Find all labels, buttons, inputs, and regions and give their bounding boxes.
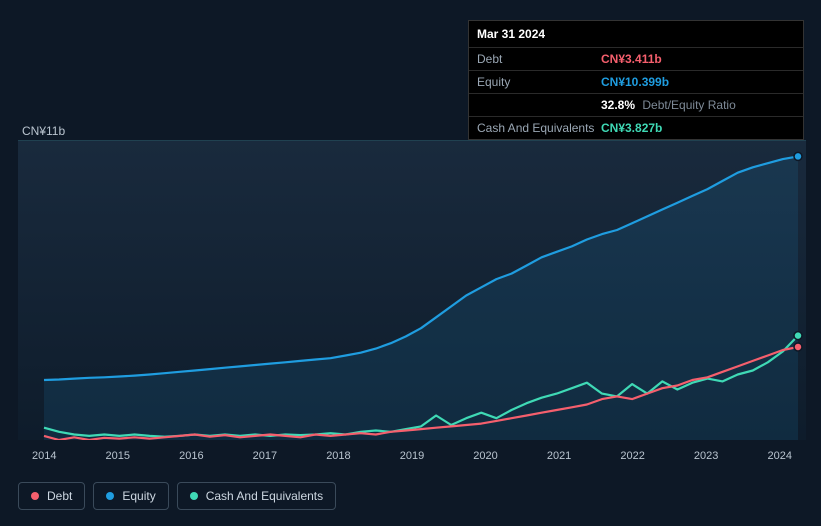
tooltip-value: 32.8% xyxy=(601,98,635,112)
x-tick: 2014 xyxy=(32,450,56,466)
tooltip-suffix: Debt/Equity Ratio xyxy=(642,98,735,112)
legend-dot-icon xyxy=(31,492,39,500)
tooltip-value: CN¥3.411b xyxy=(601,52,662,66)
legend-label: Debt xyxy=(47,489,72,503)
legend-label: Cash And Equivalents xyxy=(206,489,323,503)
tooltip-row-equity: Equity CN¥10.399b xyxy=(469,71,803,94)
x-tick: 2020 xyxy=(473,450,497,466)
tooltip-value: CN¥3.827b xyxy=(601,121,662,135)
y-axis-tick-top: CN¥11b xyxy=(22,124,65,138)
tooltip-value: CN¥10.399b xyxy=(601,75,669,89)
legend-item-equity[interactable]: Equity xyxy=(93,482,168,510)
tooltip-row-cash: Cash And Equivalents CN¥3.827b xyxy=(469,117,803,139)
tooltip-label: Debt xyxy=(477,52,601,66)
chart-plot[interactable] xyxy=(18,140,806,440)
chart-tooltip: Mar 31 2024 Debt CN¥3.411b Equity CN¥10.… xyxy=(468,20,804,140)
x-axis: 2014 2015 2016 2017 2018 2019 2020 2021 … xyxy=(18,450,806,466)
x-tick: 2017 xyxy=(253,450,277,466)
chart-legend: Debt Equity Cash And Equivalents xyxy=(18,482,336,510)
x-tick: 2018 xyxy=(326,450,350,466)
x-tick: 2023 xyxy=(694,450,718,466)
x-tick: 2016 xyxy=(179,450,203,466)
debt-end-marker xyxy=(794,343,802,351)
x-tick: 2024 xyxy=(767,450,791,466)
legend-label: Equity xyxy=(122,489,155,503)
x-tick: 2021 xyxy=(547,450,571,466)
legend-item-debt[interactable]: Debt xyxy=(18,482,85,510)
equity-end-marker xyxy=(794,152,802,160)
tooltip-label xyxy=(477,98,601,112)
legend-dot-icon xyxy=(190,492,198,500)
tooltip-label: Equity xyxy=(477,75,601,89)
tooltip-date: Mar 31 2024 xyxy=(469,21,803,48)
tooltip-row-debt: Debt CN¥3.411b xyxy=(469,48,803,71)
x-tick: 2015 xyxy=(106,450,130,466)
tooltip-row-ratio: 32.8% Debt/Equity Ratio xyxy=(469,94,803,117)
tooltip-label: Cash And Equivalents xyxy=(477,121,601,135)
legend-item-cash[interactable]: Cash And Equivalents xyxy=(177,482,336,510)
legend-dot-icon xyxy=(106,492,114,500)
cash-end-marker xyxy=(794,332,802,340)
x-tick: 2022 xyxy=(620,450,644,466)
x-tick: 2019 xyxy=(400,450,424,466)
